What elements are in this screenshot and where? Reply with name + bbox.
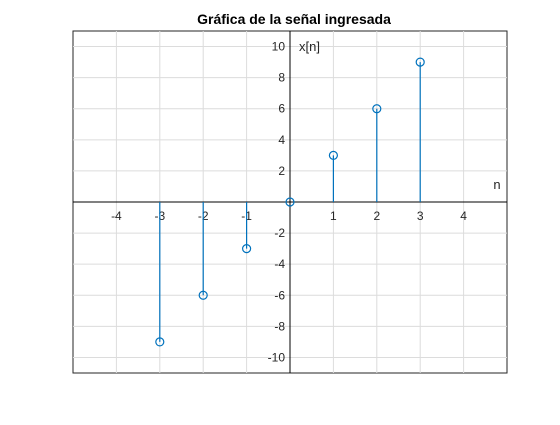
y-tick-label: -4	[274, 257, 285, 271]
x-tick-label: 3	[417, 209, 424, 223]
stem-marker	[242, 244, 252, 254]
stems	[155, 57, 425, 347]
x-tick-label: 4	[460, 209, 467, 223]
stem-marker	[155, 337, 165, 347]
y-tick-label: -10	[268, 350, 286, 364]
stem-marker	[328, 150, 338, 160]
y-tick-label: 6	[278, 102, 285, 116]
y-tick-label: -6	[274, 288, 285, 302]
x-tick-label: 1	[330, 209, 337, 223]
y-tick-label: -8	[274, 319, 285, 333]
x-tick-label: 2	[373, 209, 380, 223]
y-axis-label: x[n]	[299, 39, 320, 54]
chart-title: Gráfica de la señal ingresada	[197, 11, 391, 27]
stem-marker	[285, 197, 295, 207]
y-tick-label: 8	[278, 71, 285, 85]
y-tick-label: 2	[278, 164, 285, 178]
stem-marker	[372, 104, 382, 114]
x-axis-label: n	[493, 177, 500, 192]
stem-marker	[198, 290, 208, 300]
y-tick-label: 4	[278, 133, 285, 147]
stem-marker	[415, 57, 425, 67]
y-tick-label: -2	[274, 226, 285, 240]
y-tick-label: 10	[272, 40, 286, 54]
axes	[73, 31, 507, 373]
x-tick-label: -4	[111, 209, 122, 223]
